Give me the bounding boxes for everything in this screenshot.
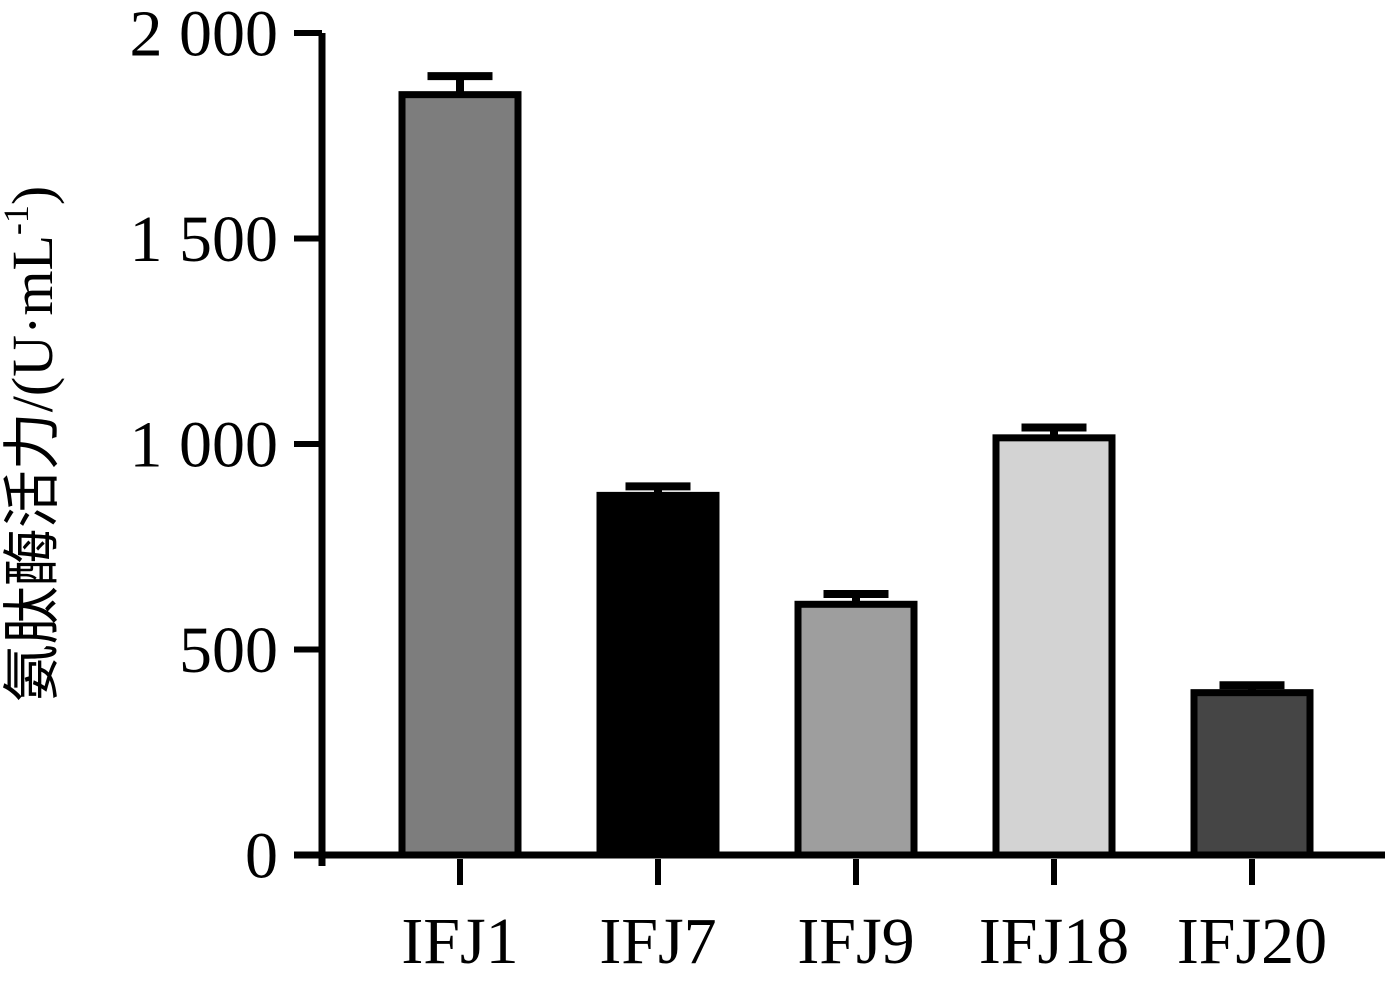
y-tick-label: 1 500 xyxy=(130,203,279,276)
x-tick-label: IFJ18 xyxy=(979,905,1129,978)
x-tick-label: IFJ9 xyxy=(797,905,914,978)
x-tick-label: IFJ1 xyxy=(401,905,518,978)
y-tick-label: 1 000 xyxy=(130,409,279,482)
bar-ifj1 xyxy=(398,91,522,859)
y-tick-label: 2 000 xyxy=(130,0,279,71)
x-tick-label: IFJ20 xyxy=(1177,905,1327,978)
bar-ifj9 xyxy=(794,600,918,859)
y-tick-label: 0 xyxy=(245,820,278,893)
bar-ifj20 xyxy=(1190,689,1314,859)
y-tick-label: 500 xyxy=(179,614,278,687)
bar-ifj18 xyxy=(992,434,1116,859)
bar-ifj7 xyxy=(596,491,720,859)
x-tick-label: IFJ7 xyxy=(599,905,716,978)
y-axis-label: 氨肽酶活力/(U·mL-1) xyxy=(0,186,65,703)
